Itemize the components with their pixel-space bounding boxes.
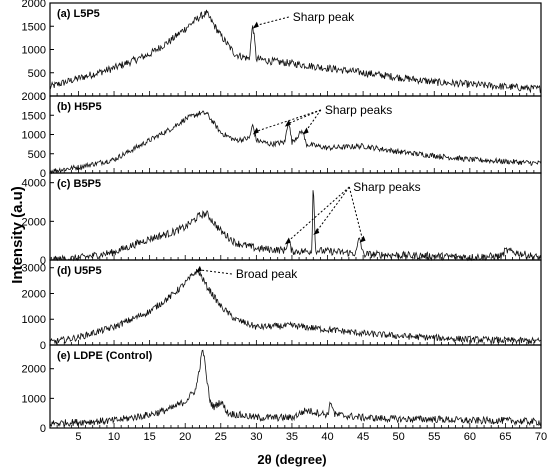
annotation-text: Sharp peak: [293, 10, 355, 24]
annotation-arrowhead: [313, 227, 320, 235]
annotation-text: Sharp peaks: [353, 180, 420, 194]
annotation-arrow: [198, 269, 232, 275]
x-tick-label: 25: [215, 431, 227, 443]
panel-label: (e) LDPE (Control): [57, 350, 153, 362]
panel-2: 0 500 1000 1500 2000 (b) H5P5 Sharp peaks: [22, 91, 542, 180]
y-tick-label: 500: [28, 149, 46, 161]
panel-frame: [49, 172, 542, 261]
annotation-arrowhead: [284, 237, 291, 245]
panel-label: (c) B5P5: [57, 178, 101, 190]
y-tick-label: 2000: [22, 91, 46, 103]
x-tick-label: 50: [393, 431, 405, 443]
y-tick-label: 2000: [22, 216, 46, 228]
y-tick-label: 0: [40, 168, 46, 180]
annotation-arrow: [315, 186, 350, 233]
panel-4: 0 1000 2000 3000 (d) U5P5 Broad peak: [22, 259, 542, 352]
panel-1: 0 500 1000 1500 2000 (a) L5P5 Sharp peak: [22, 0, 542, 103]
y-tick-label: 1000: [22, 45, 46, 57]
panel-frame: [49, 344, 542, 429]
y-axis-label: Intensity (a.u): [9, 186, 26, 284]
annotation-text: Broad peak: [236, 267, 298, 281]
x-axis-label: 2θ (degree): [257, 452, 326, 467]
x-tick-label: 60: [464, 431, 476, 443]
y-tick-label: 0: [40, 255, 46, 267]
x-tick-label: 30: [250, 431, 262, 443]
xrd-series-line: [49, 9, 542, 94]
x-tick-label: 45: [357, 431, 369, 443]
x-tick-label: 5: [75, 431, 81, 443]
xrd-series-line: [49, 349, 542, 428]
panel-3: 0 2000 4000 (c) B5P5 Sharp peaks: [22, 172, 542, 267]
y-tick-label: 500: [28, 68, 46, 80]
annotation-arrowhead: [284, 119, 291, 127]
y-tick-label: 2000: [22, 0, 46, 10]
annotation-arrow: [305, 109, 322, 132]
panel-5: 0 1000 2000 (e) LDPE (Control): [22, 344, 542, 435]
annotation-arrowhead: [302, 127, 309, 135]
annotation-arrowhead: [359, 235, 366, 243]
y-tick-label: 1000: [22, 393, 46, 405]
xrd-series-line: [49, 110, 542, 175]
x-tick-label: 70: [535, 431, 547, 443]
annotation-arrow: [287, 186, 350, 242]
x-tick-label: 55: [428, 431, 440, 443]
x-tick-label: 40: [321, 431, 333, 443]
x-tick-labels: 5 10 15 20 25 30 35 40 45 50 55 60 65 70: [75, 431, 547, 443]
y-tick-label: 1500: [22, 110, 46, 122]
y-tick-label: 2000: [22, 364, 46, 376]
y-tick-label: 0: [40, 340, 46, 352]
y-tick-label: 0: [40, 91, 46, 103]
annotation-arrow: [287, 109, 322, 125]
y-tick-label: 0: [40, 423, 46, 435]
x-tick-label: 10: [108, 431, 120, 443]
panel-label: (b) H5P5: [57, 101, 102, 113]
panel-label: (d) U5P5: [57, 265, 102, 277]
panel-label: (a) L5P5: [57, 8, 100, 20]
y-tick-label: 1000: [22, 314, 46, 326]
xrd-series-line: [49, 190, 542, 262]
annotation-arrow: [255, 16, 289, 27]
x-tick-label: 65: [499, 431, 511, 443]
annotation-arrowhead: [252, 21, 259, 29]
panel-group: 0 500 1000 1500 2000 (a) L5P5 Sharp peak 0 500 10…: [22, 0, 542, 435]
xrd-series-line: [49, 268, 542, 345]
x-tick-label: 35: [286, 431, 298, 443]
x-tick-label: 20: [179, 431, 191, 443]
annotation-text: Sharp peaks: [325, 103, 392, 117]
y-tick-label: 4000: [22, 178, 46, 190]
annotation-arrow: [255, 109, 321, 132]
panel-frame: [49, 95, 542, 174]
annotation-arrowhead: [252, 127, 259, 135]
y-tick-label: 1500: [22, 21, 46, 33]
y-tick-label: 3000: [22, 263, 46, 275]
annotation-arrowhead: [195, 265, 202, 273]
x-tick-label: 15: [143, 431, 155, 443]
annotation-arrow: [348, 186, 364, 240]
y-tick-label: 1000: [22, 130, 46, 142]
y-tick-label: 2000: [22, 288, 46, 300]
